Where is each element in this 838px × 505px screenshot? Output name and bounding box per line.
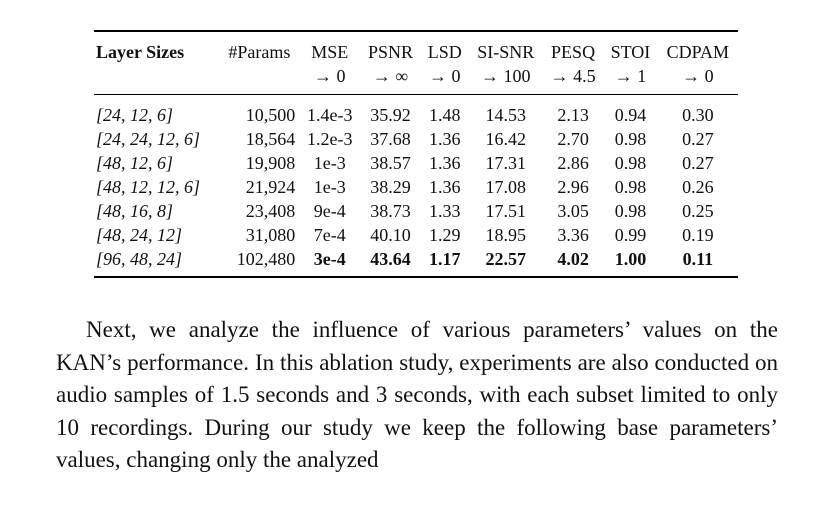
cell-stoi: 0.98 xyxy=(614,153,647,173)
header-mse: MSE → 0 xyxy=(311,42,349,86)
cell-psnr: 40.10 xyxy=(370,225,411,245)
cell-mse: 1e-3 xyxy=(313,177,346,197)
cell-lsd-best: 1.17 xyxy=(428,249,461,269)
table-row: [48, 12, 12, 6] 21,924 1e-3 38.29 1.36 1… xyxy=(94,175,738,199)
cell-layer-sizes: [48, 12, 12, 6] xyxy=(96,177,201,197)
cell-layer-sizes: [24, 24, 12, 6] xyxy=(96,129,201,149)
cell-cdpam: 0.27 xyxy=(682,153,714,173)
cell-stoi-best: 1.00 xyxy=(614,249,647,269)
cell-lsd: 1.48 xyxy=(428,105,461,125)
cell-cdpam: 0.30 xyxy=(682,105,714,125)
cell-si-snr: 16.42 xyxy=(485,129,527,149)
cell-cdpam: 0.19 xyxy=(682,225,714,245)
cell-pesq: 2.96 xyxy=(557,177,589,197)
header-stoi: STOI → 1 xyxy=(610,42,651,86)
cell-cdpam: 0.27 xyxy=(682,129,714,149)
cell-pesq: 3.05 xyxy=(557,201,589,221)
cell-stoi: 0.94 xyxy=(614,105,647,125)
cell-pesq-best: 4.02 xyxy=(557,249,589,269)
cell-lsd: 1.33 xyxy=(428,201,461,221)
table-row: [48, 24, 12] 31,080 7e-4 40.10 1.29 18.9… xyxy=(94,223,738,247)
cell-psnr: 38.57 xyxy=(370,153,411,173)
cell-psnr: 38.73 xyxy=(370,201,411,221)
cell-lsd: 1.36 xyxy=(428,177,461,197)
header-params: #Params xyxy=(228,42,291,62)
header-si-snr: SI-SNR → 100 xyxy=(477,42,535,86)
table-header-row: Layer Sizes #Params MSE → 0 PSNR → ∞ LSD → … xyxy=(94,31,738,95)
cell-pesq: 3.36 xyxy=(557,225,589,245)
paragraph-text: Next, we analyze the influence of variou… xyxy=(56,317,778,473)
cell-pesq: 2.86 xyxy=(557,153,589,173)
cell-si-snr: 14.53 xyxy=(485,105,527,125)
cell-layer-sizes: [48, 12, 6] xyxy=(96,153,174,173)
cell-cdpam: 0.26 xyxy=(682,177,714,197)
cell-si-snr: 18.95 xyxy=(485,225,527,245)
cell-lsd: 1.29 xyxy=(428,225,461,245)
header-cdpam: CDPAM → 0 xyxy=(666,42,730,86)
cell-params: 10,500 xyxy=(245,105,296,125)
cell-lsd: 1.36 xyxy=(428,153,461,173)
table-row: [24, 24, 12, 6] 18,564 1.2e-3 37.68 1.36… xyxy=(94,127,738,151)
cell-mse: 1.2e-3 xyxy=(307,129,353,149)
cell-si-snr: 17.31 xyxy=(485,153,527,173)
cell-layer-sizes: [96, 48, 24] xyxy=(96,249,183,269)
cell-mse: 1.4e-3 xyxy=(307,105,353,125)
cell-psnr-best: 43.64 xyxy=(370,249,411,269)
cell-params: 21,924 xyxy=(245,177,296,197)
table-row: [24, 12, 6] 10,500 1.4e-3 35.92 1.48 14.… xyxy=(94,95,738,128)
cell-cdpam: 0.25 xyxy=(682,201,714,221)
cell-mse: 7e-4 xyxy=(313,225,346,245)
cell-params: 23,408 xyxy=(245,201,296,221)
header-layer-sizes: Layer Sizes xyxy=(96,42,185,62)
cell-stoi: 0.99 xyxy=(614,225,647,245)
table-row: [48, 16, 8] 23,408 9e-4 38.73 1.33 17.51… xyxy=(94,199,738,223)
cell-params: 102,480 xyxy=(236,249,296,269)
cell-psnr: 37.68 xyxy=(370,129,411,149)
cell-mse-best: 3e-4 xyxy=(313,249,346,269)
cell-pesq: 2.70 xyxy=(557,129,589,149)
results-table-container: Layer Sizes #Params MSE → 0 PSNR → ∞ LSD → … xyxy=(94,30,738,278)
cell-layer-sizes: [24, 12, 6] xyxy=(96,105,174,125)
table-row: [48, 12, 6] 19,908 1e-3 38.57 1.36 17.31… xyxy=(94,151,738,175)
cell-si-snr: 17.51 xyxy=(485,201,527,221)
body-paragraph: Next, we analyze the influence of variou… xyxy=(56,314,778,477)
cell-stoi: 0.98 xyxy=(614,177,647,197)
cell-mse: 1e-3 xyxy=(313,153,346,173)
header-pesq: PESQ → 4.5 xyxy=(550,42,596,86)
cell-stoi: 0.98 xyxy=(614,129,647,149)
cell-psnr: 35.92 xyxy=(370,105,411,125)
cell-mse: 9e-4 xyxy=(313,201,346,221)
ablation-results-table: Layer Sizes #Params MSE → 0 PSNR → ∞ LSD → … xyxy=(94,30,738,278)
cell-stoi: 0.98 xyxy=(614,201,647,221)
cell-lsd: 1.36 xyxy=(428,129,461,149)
cell-cdpam-best: 0.11 xyxy=(682,249,714,269)
cell-layer-sizes: [48, 24, 12] xyxy=(96,225,183,245)
cell-layer-sizes: [48, 16, 8] xyxy=(96,201,174,221)
header-psnr: PSNR → ∞ xyxy=(368,42,414,86)
cell-si-snr-best: 22.57 xyxy=(485,249,527,269)
cell-params: 31,080 xyxy=(245,225,296,245)
cell-pesq: 2.13 xyxy=(557,105,589,125)
table-row-best: [96, 48, 24] 102,480 3e-4 43.64 1.17 22.… xyxy=(94,247,738,277)
header-lsd: LSD → 0 xyxy=(427,42,462,86)
cell-psnr: 38.29 xyxy=(370,177,411,197)
cell-params: 18,564 xyxy=(245,129,296,149)
cell-si-snr: 17.08 xyxy=(485,177,527,197)
cell-params: 19,908 xyxy=(245,153,296,173)
